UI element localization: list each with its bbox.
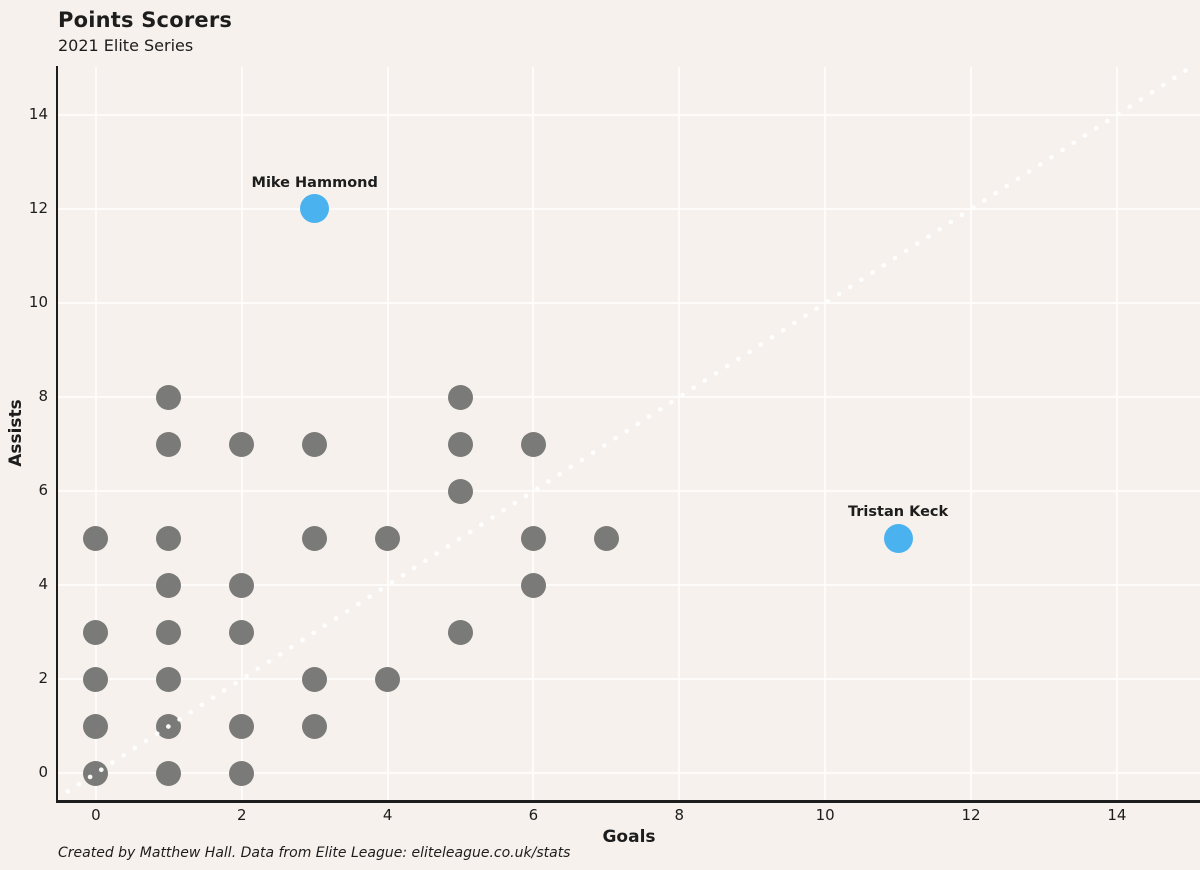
data-point	[302, 431, 328, 457]
gridline-horizontal	[58, 396, 1200, 399]
gridline-horizontal	[58, 490, 1200, 493]
data-point	[156, 431, 182, 457]
x-tick-label: 8	[674, 806, 685, 824]
data-point	[83, 666, 109, 692]
x-tick-label: 10	[815, 806, 835, 824]
gridline-horizontal	[58, 207, 1200, 210]
data-point	[448, 619, 474, 645]
data-point	[448, 431, 474, 457]
y-tick-label: 0	[38, 763, 48, 782]
data-point	[302, 666, 328, 692]
data-point	[156, 760, 182, 786]
data-point	[593, 525, 619, 551]
data-point	[302, 713, 328, 739]
data-point	[229, 572, 255, 598]
y-axis-line	[56, 66, 58, 803]
highlighted-data-point	[300, 194, 330, 224]
gridline-vertical	[1115, 67, 1118, 800]
x-axis-line	[56, 800, 1200, 803]
data-point	[156, 525, 182, 551]
chart-footer-credit: Created by Matthew Hall. Data from Elite…	[58, 845, 571, 861]
data-point	[229, 619, 255, 645]
x-tick-label: 4	[382, 806, 393, 824]
data-point	[375, 525, 401, 551]
y-tick-label: 14	[28, 104, 48, 123]
data-point	[520, 525, 546, 551]
data-point	[156, 572, 182, 598]
gridline-horizontal	[58, 302, 1200, 305]
data-point	[156, 713, 182, 739]
x-axis-title: Goals	[602, 827, 656, 847]
data-point	[83, 713, 109, 739]
player-name-label: Mike Hammond	[251, 174, 378, 191]
x-tick-label: 6	[528, 806, 539, 824]
data-point	[302, 525, 328, 551]
x-tick-label: 12	[961, 806, 981, 824]
gridline-horizontal	[58, 113, 1200, 116]
data-point	[83, 760, 109, 786]
diagonal-reference-line	[58, 67, 1196, 800]
gridline-vertical	[824, 67, 827, 800]
data-point	[156, 619, 182, 645]
gridline-vertical	[678, 67, 681, 800]
data-point	[83, 619, 109, 645]
x-tick-label: 2	[236, 806, 247, 824]
y-tick-label: 2	[38, 669, 48, 688]
y-tick-label: 8	[38, 387, 48, 406]
data-point	[156, 384, 182, 410]
x-tick-label: 14	[1107, 806, 1127, 824]
highlighted-data-point	[883, 523, 913, 553]
y-tick-label: 12	[28, 198, 48, 217]
chart-subtitle: 2021 Elite Series	[58, 36, 194, 55]
data-point	[83, 525, 109, 551]
plot-area: Mike Hammond Tristan Keck 0 2 4 6 8 10 12 14 0 2 4…	[29, 67, 1200, 847]
data-point	[229, 431, 255, 457]
data-point	[448, 384, 474, 410]
dotted-diagonal-line	[58, 67, 1196, 800]
data-point	[520, 572, 546, 598]
data-point	[229, 713, 255, 739]
y-axis-title: Assists	[6, 399, 26, 467]
y-tick-label: 10	[28, 293, 48, 312]
gridline-vertical	[970, 67, 973, 800]
x-tick-label: 0	[91, 806, 101, 824]
data-point	[229, 760, 255, 786]
data-point	[375, 666, 401, 692]
data-point	[520, 431, 546, 457]
player-name-label: Tristan Keck	[847, 504, 949, 521]
data-point	[448, 478, 474, 504]
gridline-horizontal	[58, 678, 1200, 681]
y-tick-label: 6	[38, 481, 48, 500]
chart-title: Points Scorers	[58, 8, 233, 32]
y-tick-label: 4	[38, 575, 48, 594]
data-point	[156, 666, 182, 692]
